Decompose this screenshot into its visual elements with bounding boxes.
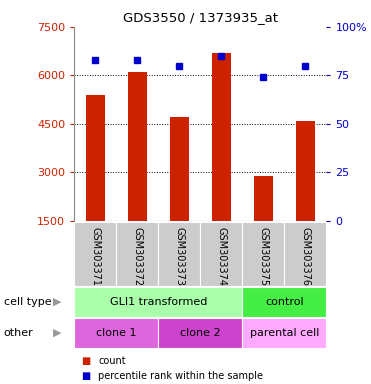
Bar bbox=[74, 287, 242, 317]
Text: GSM303376: GSM303376 bbox=[301, 227, 311, 286]
Text: GLI1 transformed: GLI1 transformed bbox=[109, 297, 207, 307]
Text: control: control bbox=[265, 297, 304, 307]
Text: clone 1: clone 1 bbox=[96, 328, 137, 338]
Text: other: other bbox=[4, 328, 33, 338]
Text: ■: ■ bbox=[82, 371, 91, 381]
Title: GDS3550 / 1373935_at: GDS3550 / 1373935_at bbox=[123, 11, 278, 24]
Bar bbox=[200, 222, 242, 286]
Text: GSM303374: GSM303374 bbox=[216, 227, 226, 286]
Bar bbox=[170, 118, 189, 221]
Text: cell type: cell type bbox=[4, 297, 51, 307]
Bar bbox=[212, 53, 231, 221]
Bar bbox=[158, 222, 200, 286]
Bar bbox=[116, 222, 158, 286]
Bar bbox=[285, 222, 326, 286]
Bar bbox=[128, 72, 147, 221]
Text: GSM303372: GSM303372 bbox=[132, 227, 142, 286]
Text: GSM303373: GSM303373 bbox=[174, 227, 184, 286]
Bar bbox=[254, 175, 273, 221]
Text: count: count bbox=[98, 356, 126, 366]
Bar bbox=[296, 121, 315, 221]
Bar bbox=[242, 318, 326, 348]
Text: percentile rank within the sample: percentile rank within the sample bbox=[98, 371, 263, 381]
Bar bbox=[242, 287, 326, 317]
Bar bbox=[86, 95, 105, 221]
Text: GSM303371: GSM303371 bbox=[90, 227, 100, 286]
Text: ■: ■ bbox=[82, 356, 91, 366]
Bar bbox=[158, 318, 242, 348]
Bar bbox=[242, 222, 285, 286]
Text: GSM303375: GSM303375 bbox=[259, 227, 268, 286]
Text: ▶: ▶ bbox=[53, 297, 62, 307]
Bar bbox=[74, 222, 116, 286]
Text: parental cell: parental cell bbox=[250, 328, 319, 338]
Bar bbox=[74, 318, 158, 348]
Text: ▶: ▶ bbox=[53, 328, 62, 338]
Text: clone 2: clone 2 bbox=[180, 328, 221, 338]
